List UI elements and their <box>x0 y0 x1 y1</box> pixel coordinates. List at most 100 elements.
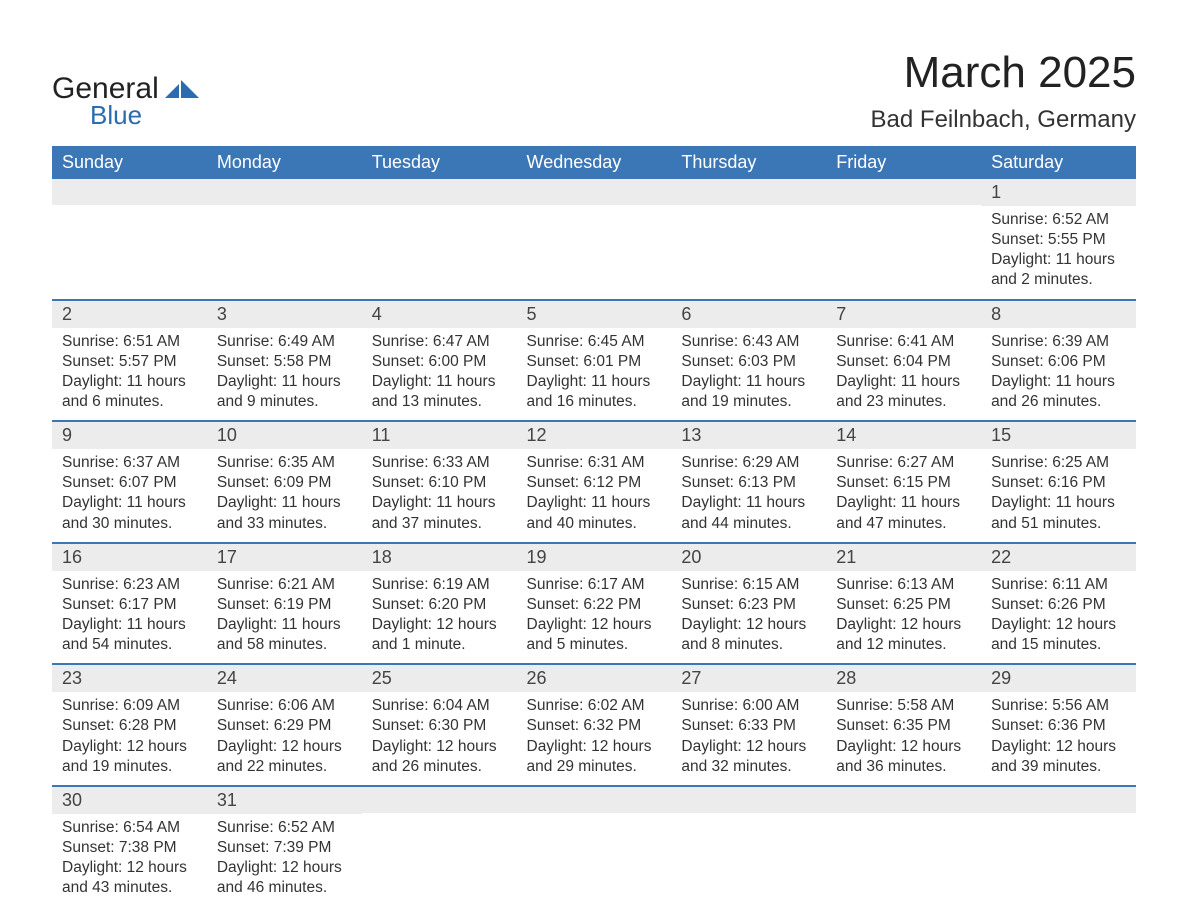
day-details: Sunrise: 6:29 AMSunset: 6:13 PMDaylight:… <box>671 449 826 542</box>
header-block: General Blue March 2025 Bad Feilnbach, G… <box>52 48 1136 134</box>
calendar-cell: 23Sunrise: 6:09 AMSunset: 6:28 PMDayligh… <box>52 664 207 786</box>
day-details <box>671 813 826 893</box>
day-details: Sunrise: 6:15 AMSunset: 6:23 PMDaylight:… <box>671 571 826 664</box>
day-number: 8 <box>981 301 1136 328</box>
calendar-cell: 12Sunrise: 6:31 AMSunset: 6:12 PMDayligh… <box>517 421 672 543</box>
day-details: Sunrise: 6:45 AMSunset: 6:01 PMDaylight:… <box>517 328 672 421</box>
calendar-cell <box>362 179 517 300</box>
day-number: 23 <box>52 665 207 692</box>
calendar-cell: 10Sunrise: 6:35 AMSunset: 6:09 PMDayligh… <box>207 421 362 543</box>
calendar-cell: 18Sunrise: 6:19 AMSunset: 6:20 PMDayligh… <box>362 543 517 665</box>
calendar-cell: 31Sunrise: 6:52 AMSunset: 7:39 PMDayligh… <box>207 786 362 907</box>
day-number <box>981 787 1136 813</box>
day-details: Sunrise: 6:39 AMSunset: 6:06 PMDaylight:… <box>981 328 1136 421</box>
calendar-cell: 24Sunrise: 6:06 AMSunset: 6:29 PMDayligh… <box>207 664 362 786</box>
calendar-cell: 25Sunrise: 6:04 AMSunset: 6:30 PMDayligh… <box>362 664 517 786</box>
day-number: 24 <box>207 665 362 692</box>
day-number: 30 <box>52 787 207 814</box>
day-number: 18 <box>362 544 517 571</box>
day-details: Sunrise: 5:58 AMSunset: 6:35 PMDaylight:… <box>826 692 981 785</box>
day-details: Sunrise: 6:25 AMSunset: 6:16 PMDaylight:… <box>981 449 1136 542</box>
calendar-cell: 26Sunrise: 6:02 AMSunset: 6:32 PMDayligh… <box>517 664 672 786</box>
day-details <box>362 205 517 285</box>
calendar-cell: 8Sunrise: 6:39 AMSunset: 6:06 PMDaylight… <box>981 300 1136 422</box>
calendar-cell: 17Sunrise: 6:21 AMSunset: 6:19 PMDayligh… <box>207 543 362 665</box>
day-number <box>362 179 517 205</box>
day-details: Sunrise: 6:02 AMSunset: 6:32 PMDaylight:… <box>517 692 672 785</box>
day-details: Sunrise: 6:47 AMSunset: 6:00 PMDaylight:… <box>362 328 517 421</box>
day-number <box>207 179 362 205</box>
calendar-cell: 16Sunrise: 6:23 AMSunset: 6:17 PMDayligh… <box>52 543 207 665</box>
day-number <box>826 787 981 813</box>
calendar-cell <box>207 179 362 300</box>
day-details <box>362 813 517 893</box>
day-details: Sunrise: 6:00 AMSunset: 6:33 PMDaylight:… <box>671 692 826 785</box>
calendar-cell: 27Sunrise: 6:00 AMSunset: 6:33 PMDayligh… <box>671 664 826 786</box>
calendar-cell: 20Sunrise: 6:15 AMSunset: 6:23 PMDayligh… <box>671 543 826 665</box>
day-details: Sunrise: 6:11 AMSunset: 6:26 PMDaylight:… <box>981 571 1136 664</box>
day-number: 3 <box>207 301 362 328</box>
day-details: Sunrise: 6:17 AMSunset: 6:22 PMDaylight:… <box>517 571 672 664</box>
weekday-header: Friday <box>826 146 981 179</box>
day-number: 7 <box>826 301 981 328</box>
calendar-cell: 30Sunrise: 6:54 AMSunset: 7:38 PMDayligh… <box>52 786 207 907</box>
day-number: 14 <box>826 422 981 449</box>
day-details: Sunrise: 6:04 AMSunset: 6:30 PMDaylight:… <box>362 692 517 785</box>
day-details: Sunrise: 6:49 AMSunset: 5:58 PMDaylight:… <box>207 328 362 421</box>
calendar-cell: 6Sunrise: 6:43 AMSunset: 6:03 PMDaylight… <box>671 300 826 422</box>
day-details <box>517 813 672 893</box>
calendar-cell: 9Sunrise: 6:37 AMSunset: 6:07 PMDaylight… <box>52 421 207 543</box>
day-number: 27 <box>671 665 826 692</box>
day-number: 28 <box>826 665 981 692</box>
logo: General Blue <box>52 48 201 131</box>
calendar-cell: 13Sunrise: 6:29 AMSunset: 6:13 PMDayligh… <box>671 421 826 543</box>
weekday-header: Wednesday <box>517 146 672 179</box>
calendar-cell <box>826 786 981 907</box>
calendar-cell: 2Sunrise: 6:51 AMSunset: 5:57 PMDaylight… <box>52 300 207 422</box>
day-number <box>671 179 826 205</box>
day-number: 4 <box>362 301 517 328</box>
day-details: Sunrise: 6:19 AMSunset: 6:20 PMDaylight:… <box>362 571 517 664</box>
day-details: Sunrise: 6:52 AMSunset: 5:55 PMDaylight:… <box>981 206 1136 299</box>
day-number: 25 <box>362 665 517 692</box>
calendar-cell <box>671 786 826 907</box>
day-number: 15 <box>981 422 1136 449</box>
day-number <box>826 179 981 205</box>
calendar-cell <box>517 179 672 300</box>
day-details: Sunrise: 5:56 AMSunset: 6:36 PMDaylight:… <box>981 692 1136 785</box>
calendar-table: SundayMondayTuesdayWednesdayThursdayFrid… <box>52 146 1136 906</box>
day-details: Sunrise: 6:27 AMSunset: 6:15 PMDaylight:… <box>826 449 981 542</box>
day-number <box>517 787 672 813</box>
calendar-cell: 19Sunrise: 6:17 AMSunset: 6:22 PMDayligh… <box>517 543 672 665</box>
day-number: 17 <box>207 544 362 571</box>
location-subtitle: Bad Feilnbach, Germany <box>871 106 1136 134</box>
weekday-header: Sunday <box>52 146 207 179</box>
day-number: 12 <box>517 422 672 449</box>
calendar-cell <box>671 179 826 300</box>
day-number <box>52 179 207 205</box>
day-details: Sunrise: 6:41 AMSunset: 6:04 PMDaylight:… <box>826 328 981 421</box>
day-details <box>517 205 672 285</box>
day-details <box>52 205 207 285</box>
day-number: 19 <box>517 544 672 571</box>
day-number: 20 <box>671 544 826 571</box>
day-number <box>362 787 517 813</box>
day-number: 13 <box>671 422 826 449</box>
calendar-cell: 7Sunrise: 6:41 AMSunset: 6:04 PMDaylight… <box>826 300 981 422</box>
day-details: Sunrise: 6:35 AMSunset: 6:09 PMDaylight:… <box>207 449 362 542</box>
calendar-cell: 11Sunrise: 6:33 AMSunset: 6:10 PMDayligh… <box>362 421 517 543</box>
calendar-cell <box>826 179 981 300</box>
calendar-cell: 3Sunrise: 6:49 AMSunset: 5:58 PMDaylight… <box>207 300 362 422</box>
day-details <box>826 813 981 893</box>
weekday-header: Thursday <box>671 146 826 179</box>
day-details: Sunrise: 6:13 AMSunset: 6:25 PMDaylight:… <box>826 571 981 664</box>
calendar-cell: 5Sunrise: 6:45 AMSunset: 6:01 PMDaylight… <box>517 300 672 422</box>
calendar-cell: 22Sunrise: 6:11 AMSunset: 6:26 PMDayligh… <box>981 543 1136 665</box>
day-number: 9 <box>52 422 207 449</box>
weekday-header: Monday <box>207 146 362 179</box>
weekday-header: Tuesday <box>362 146 517 179</box>
day-number: 5 <box>517 301 672 328</box>
day-number: 1 <box>981 179 1136 206</box>
day-number <box>671 787 826 813</box>
day-number <box>517 179 672 205</box>
